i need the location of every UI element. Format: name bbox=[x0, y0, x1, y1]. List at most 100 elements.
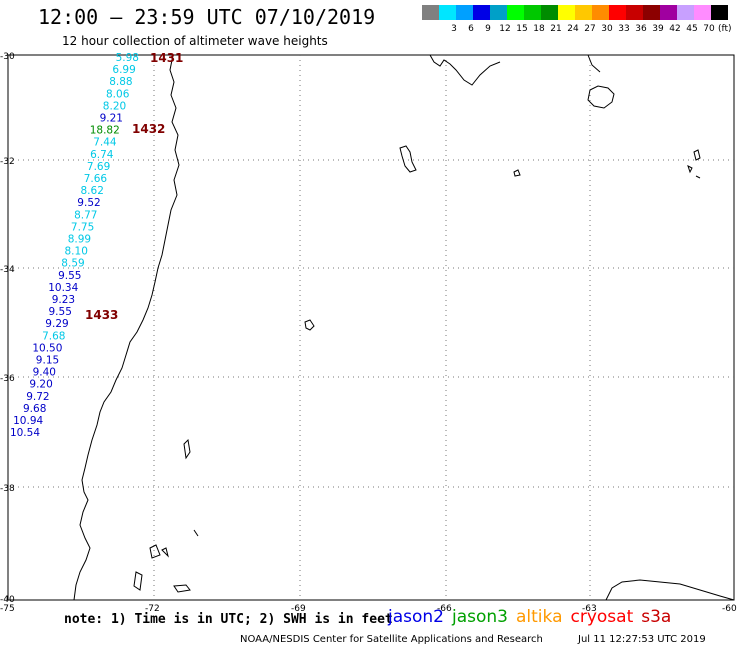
colorbar-tick-label: 70 bbox=[703, 24, 715, 34]
colorbar-swatch bbox=[473, 5, 490, 20]
wave-height-value: 8.10 bbox=[65, 246, 88, 258]
colorbar-swatch bbox=[558, 5, 575, 20]
wave-height-value: 8.99 bbox=[68, 234, 91, 246]
wave-height-value: 6.74 bbox=[90, 149, 114, 161]
credit-text: NOAA/NESDIS Center for Satellite Applica… bbox=[240, 634, 543, 645]
colorbar-tick-label: 36 bbox=[635, 24, 647, 34]
wave-height-value: 9.72 bbox=[26, 391, 49, 403]
graticule bbox=[8, 55, 734, 600]
lat-axis-labels: -30 -32 -34 -36 -38 -40 bbox=[0, 52, 15, 605]
legend-item-altika: altika bbox=[516, 607, 563, 627]
colorbar-tick-label: 6 bbox=[468, 24, 474, 34]
wave-height-value: 9.40 bbox=[33, 367, 56, 379]
legend-item-s3a: s3a bbox=[641, 607, 672, 627]
lon-axis-labels: -75 -72 -69 -66 -63 -60 bbox=[0, 604, 737, 614]
lat-label: -40 bbox=[0, 595, 15, 605]
lon-label: -63 bbox=[582, 604, 597, 614]
colorbar-swatch bbox=[575, 5, 592, 20]
pass-label: 1432 bbox=[132, 122, 165, 136]
lon-label: -72 bbox=[145, 604, 160, 614]
legend-item-cryosat: cryosat bbox=[570, 607, 634, 627]
colorbar-tick-label: 12 bbox=[499, 24, 510, 34]
colorbar-tick-label: 27 bbox=[584, 24, 595, 34]
colorbar-swatch bbox=[507, 5, 524, 20]
colorbar-tick-label: 42 bbox=[669, 24, 680, 34]
colorbar-tick-label: 9 bbox=[485, 24, 491, 34]
colorbar-swatch bbox=[422, 5, 439, 20]
wave-height-value: 8.62 bbox=[81, 185, 104, 197]
colorbar-swatch bbox=[609, 5, 626, 20]
wave-height-value: 7.69 bbox=[87, 161, 110, 173]
colorbar-tick-label: 45 bbox=[686, 24, 697, 34]
colorbar-swatch bbox=[524, 5, 541, 20]
wave-height-value: 8.59 bbox=[61, 258, 84, 270]
wave-height-value: 9.55 bbox=[58, 270, 81, 282]
colorbar-swatch bbox=[592, 5, 609, 20]
wave-height-value: 9.55 bbox=[49, 306, 72, 318]
lat-label: -30 bbox=[0, 52, 15, 62]
colorbar-tick-label: 15 bbox=[516, 24, 527, 34]
wave-height-readings: 5.986.998.888.068.209.2118.827.446.747.6… bbox=[10, 52, 139, 439]
colorbar-tick-label: 33 bbox=[618, 24, 629, 34]
wave-height-value: 5.98 bbox=[116, 52, 139, 64]
wave-height-value: 7.66 bbox=[84, 173, 108, 185]
colorbar-tick-label: 21 bbox=[550, 24, 561, 34]
pass-labels: 1431 1432 1433 bbox=[85, 51, 183, 322]
wave-height-value: 8.77 bbox=[74, 209, 97, 221]
lat-label: -36 bbox=[0, 374, 15, 384]
lon-label: -66 bbox=[437, 604, 452, 614]
colorbar-tick-label: 24 bbox=[567, 24, 579, 34]
wave-height-value: 9.52 bbox=[77, 197, 100, 209]
colorbar-unit: (ft) bbox=[718, 24, 732, 34]
colorbar-tick-label: 39 bbox=[652, 24, 664, 34]
lon-label: -60 bbox=[722, 604, 737, 614]
colorbar-swatch bbox=[626, 5, 643, 20]
colorbar-tick-label: 3 bbox=[451, 24, 457, 34]
map-frame bbox=[7, 54, 735, 601]
wave-height-value: 7.68 bbox=[42, 330, 65, 342]
wave-height-value: 9.15 bbox=[36, 355, 59, 367]
pass-label: 1433 bbox=[85, 308, 118, 322]
colorbar-tick-label: 18 bbox=[533, 24, 545, 34]
coastline bbox=[73, 54, 735, 601]
wave-height-value: 18.82 bbox=[90, 125, 120, 137]
wave-height-value: 9.68 bbox=[23, 403, 46, 415]
colorbar-swatch bbox=[456, 5, 473, 20]
wave-height-value: 9.20 bbox=[29, 379, 52, 391]
pass-label: 1431 bbox=[150, 51, 183, 65]
legend-item-jason2: jason2 bbox=[388, 607, 444, 627]
wave-height-value: 10.94 bbox=[13, 415, 43, 427]
lon-label: -75 bbox=[0, 604, 15, 614]
wave-height-value: 8.88 bbox=[109, 76, 132, 88]
colorbar-swatch bbox=[541, 5, 558, 20]
colorbar-swatch bbox=[643, 5, 660, 20]
wave-height-value: 9.21 bbox=[100, 113, 123, 125]
colorbar-swatch bbox=[490, 5, 507, 20]
satellite-legend: jason2 jason3 altika cryosat s3a bbox=[388, 607, 679, 627]
map-title: 12:00 – 23:59 UTC 07/10/2019 bbox=[38, 5, 376, 29]
colorbar-swatch bbox=[694, 5, 711, 20]
lon-label: -69 bbox=[291, 604, 306, 614]
colorbar-tick-label: 30 bbox=[601, 24, 613, 34]
wave-height-value: 9.29 bbox=[45, 318, 68, 330]
lat-label: -38 bbox=[0, 484, 15, 494]
wave-height-value: 7.75 bbox=[71, 221, 94, 233]
lat-label: -34 bbox=[0, 265, 15, 275]
wave-height-value: 6.99 bbox=[112, 64, 135, 76]
map-subtitle: 12 hour collection of altimeter wave hei… bbox=[62, 34, 328, 48]
colorbar-swatch bbox=[711, 5, 728, 20]
lat-label: -32 bbox=[0, 157, 15, 167]
colorbar-swatch bbox=[677, 5, 694, 20]
generated-timestamp: Jul 11 12:27:53 UTC 2019 bbox=[578, 634, 706, 645]
colorbar-swatch bbox=[660, 5, 677, 20]
wave-height-value: 10.50 bbox=[32, 342, 62, 354]
wave-height-value: 8.20 bbox=[103, 100, 126, 112]
wave-height-value: 10.54 bbox=[10, 427, 40, 439]
legend-item-jason3: jason3 bbox=[452, 607, 508, 627]
wave-height-colorbar: 3 6 9 12 15 18 21 24 27 30 33 36 39 42 45 70 (ft) bbox=[422, 5, 732, 34]
wave-height-value: 8.06 bbox=[106, 88, 130, 100]
colorbar-swatch bbox=[439, 5, 456, 20]
wave-height-value: 7.44 bbox=[93, 137, 117, 149]
footer-note: note: 1) Time is in UTC; 2) SWH is in fe… bbox=[64, 612, 393, 627]
